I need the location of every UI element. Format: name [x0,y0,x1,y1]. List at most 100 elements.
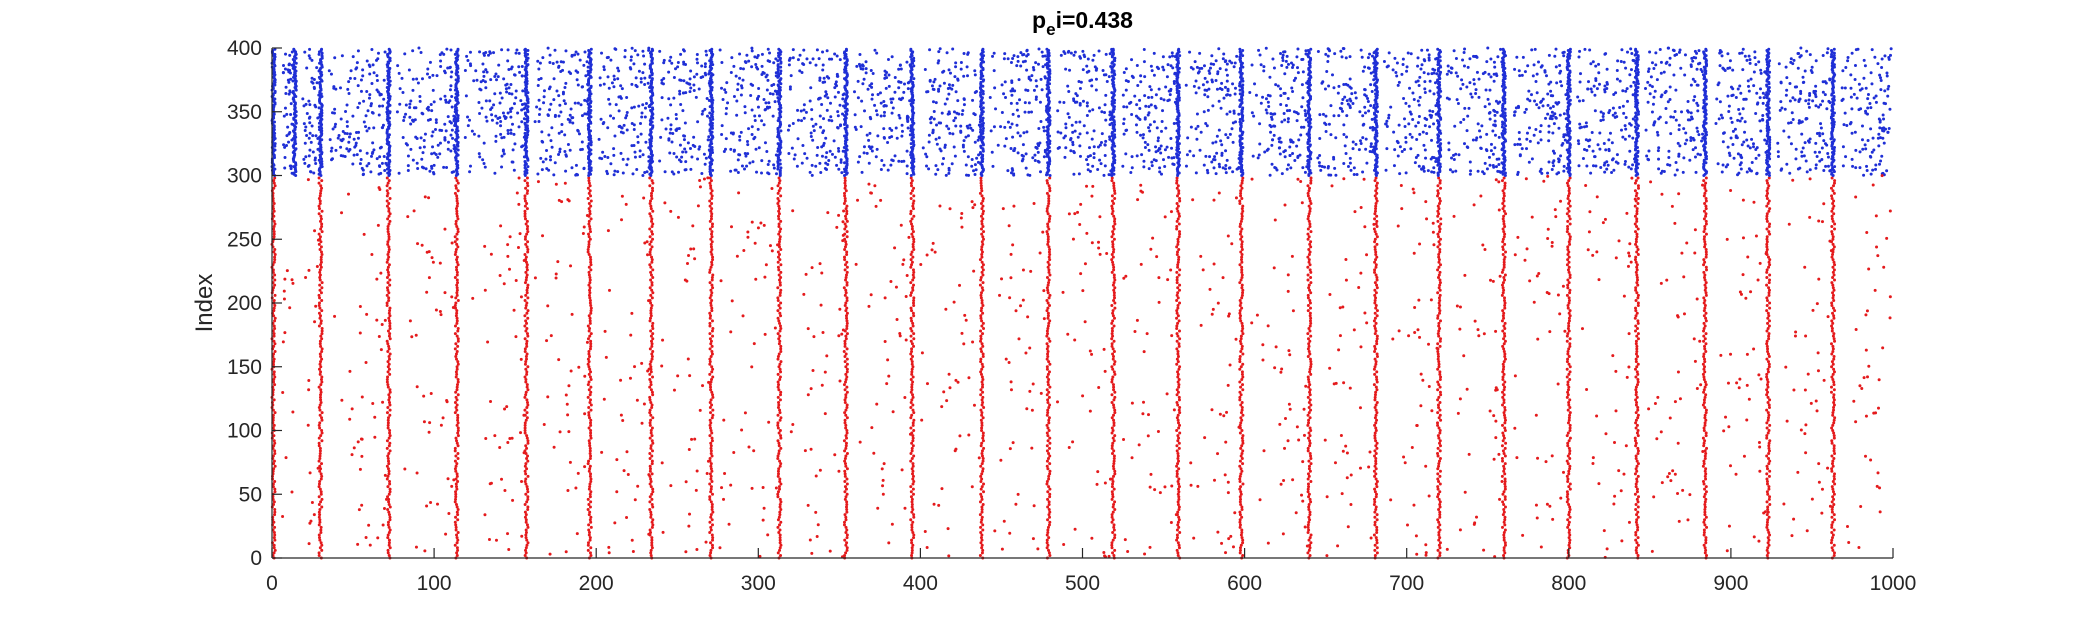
excitatory-spike [1240,324,1244,328]
excitatory-spike [1309,408,1313,412]
excitatory-spike [1046,525,1050,529]
excitatory-spike [455,383,459,387]
excitatory-spike [1372,533,1376,537]
excitatory-spike [319,360,323,364]
excitatory-spike [1176,291,1180,295]
excitatory-spike [776,423,780,427]
excitatory-spike [272,459,276,463]
excitatory-spike [455,546,459,550]
excitatory-spike [1306,232,1310,236]
excitatory-spike [651,337,655,341]
excitatory-spike [709,449,713,453]
excitatory-spike [1239,365,1243,369]
excitatory-spike [1500,283,1504,287]
excitatory-spike [273,247,277,251]
excitatory-spike [1374,390,1378,394]
excitatory-spike [1436,209,1440,213]
excitatory-spike [1177,508,1181,512]
excitatory-spike [455,334,459,338]
excitatory-spike [388,212,392,216]
excitatory-spike [456,181,460,185]
excitatory-spike [650,403,654,407]
inhibitory-spike [651,124,655,128]
excitatory-spike [1239,189,1243,193]
excitatory-spike [650,449,654,453]
excitatory-spike [708,357,712,361]
excitatory-spike [1046,240,1050,244]
inhibitory-spike [526,91,530,95]
excitatory-spike [588,400,592,404]
excitatory-spike [978,258,982,262]
excitatory-spike [272,352,276,356]
excitatory-spike [843,497,847,501]
excitatory-spike [524,293,528,297]
excitatory-spike [650,179,654,183]
excitatory-spike [911,482,915,486]
excitatory-spike [777,388,781,392]
excitatory-spike [1437,306,1441,310]
excitatory-spike [1112,457,1116,461]
excitatory-spike [455,485,459,489]
excitatory-spike [387,247,391,251]
excitatory-spike [1502,434,1506,438]
excitatory-spike [912,418,916,422]
excitatory-spike [387,543,391,547]
excitatory-spike [586,383,590,387]
excitatory-spike [1503,495,1507,499]
excitatory-spike [651,276,655,279]
excitatory-spike [1438,344,1442,348]
excitatory-spike [524,513,528,517]
excitatory-spike [1307,474,1311,478]
excitatory-spike [1240,293,1244,297]
excitatory-spike [1373,293,1377,297]
excitatory-spike [1176,306,1180,310]
excitatory-spike [1240,536,1244,540]
excitatory-spike [1239,278,1243,282]
excitatory-spike [525,207,529,211]
excitatory-spike [1438,339,1442,343]
excitatory-spike [453,235,457,239]
excitatory-spike [455,199,459,203]
excitatory-spike [649,477,653,481]
excitatory-spike [1110,207,1114,211]
excitatory-spike [777,240,781,244]
excitatory-spike [909,490,913,494]
excitatory-spike [1437,459,1441,463]
excitatory-spike [1438,278,1442,282]
excitatory-spike [1175,449,1179,453]
excitatory-spike [1240,286,1244,290]
excitatory-spike [1502,436,1506,440]
excitatory-spike [1176,500,1180,504]
excitatory-spike [1307,431,1311,435]
excitatory-spike [1438,444,1442,448]
excitatory-spike [709,237,713,241]
excitatory-spike [982,406,986,410]
excitatory-spike [387,510,391,514]
excitatory-spike [650,536,654,540]
excitatory-spike [1374,189,1378,193]
excitatory-spike [1374,429,1378,432]
excitatory-spike [1177,446,1181,450]
inhibitory-spike [292,96,296,100]
excitatory-spike [388,431,392,435]
excitatory-spike [1309,240,1313,244]
excitatory-spike [1238,367,1242,371]
excitatory-spike [845,265,849,269]
excitatory-spike [979,536,983,540]
excitatory-spike [588,485,592,489]
excitatory-spike [456,202,460,206]
excitatory-spike [1308,510,1312,514]
excitatory-spike [1308,441,1312,445]
excitatory-spike [979,329,983,333]
excitatory-spike [708,219,712,223]
excitatory-spike [523,429,527,432]
excitatory-spike [710,436,714,440]
excitatory-spike [1306,395,1310,399]
excitatory-spike [979,347,983,351]
excitatory-spike [524,304,528,308]
excitatory-spike [843,344,847,348]
excitatory-spike [524,520,528,524]
excitatory-spike [272,306,276,310]
excitatory-spike [845,482,849,486]
excitatory-spike [586,543,590,547]
